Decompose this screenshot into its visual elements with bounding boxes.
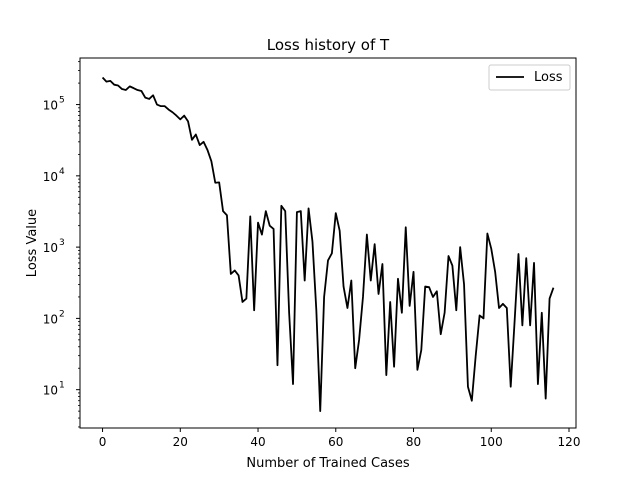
y-tick-label: 10: [43, 241, 58, 255]
legend-box: [488, 64, 571, 91]
x-tick-label: 0: [99, 435, 107, 449]
chart-title: Loss history of T: [267, 36, 390, 54]
x-tick-label: 80: [406, 435, 421, 449]
x-axis-label: Number of Trained Cases: [246, 456, 409, 471]
x-tick-label: 40: [250, 435, 265, 449]
plot-area-frame: [79, 57, 577, 429]
x-tick-label: 60: [328, 435, 343, 449]
y-tick-label: 10: [43, 99, 58, 113]
y-tick-exponent: 4: [59, 167, 65, 177]
y-tick-exponent: 3: [59, 238, 65, 248]
y-tick-exponent: 5: [59, 96, 65, 106]
y-tick-exponent: 2: [59, 309, 65, 319]
x-tick-label: 100: [480, 435, 503, 449]
y-tick-label: 10: [43, 170, 58, 184]
x-tick-label: 20: [173, 435, 188, 449]
x-axis-ticks: 0 20 40 60 80 100 120: [99, 428, 581, 449]
y-tick-label: 10: [43, 312, 58, 326]
legend: Loss: [488, 64, 571, 91]
x-tick-label: 120: [558, 435, 581, 449]
loss-series-line: [101, 76, 555, 413]
legend-label-loss: Loss: [534, 70, 563, 85]
y-tick-label: 10: [43, 384, 58, 398]
y-axis-label: Loss Value: [25, 209, 40, 277]
y-tick-exponent: 1: [59, 381, 65, 391]
